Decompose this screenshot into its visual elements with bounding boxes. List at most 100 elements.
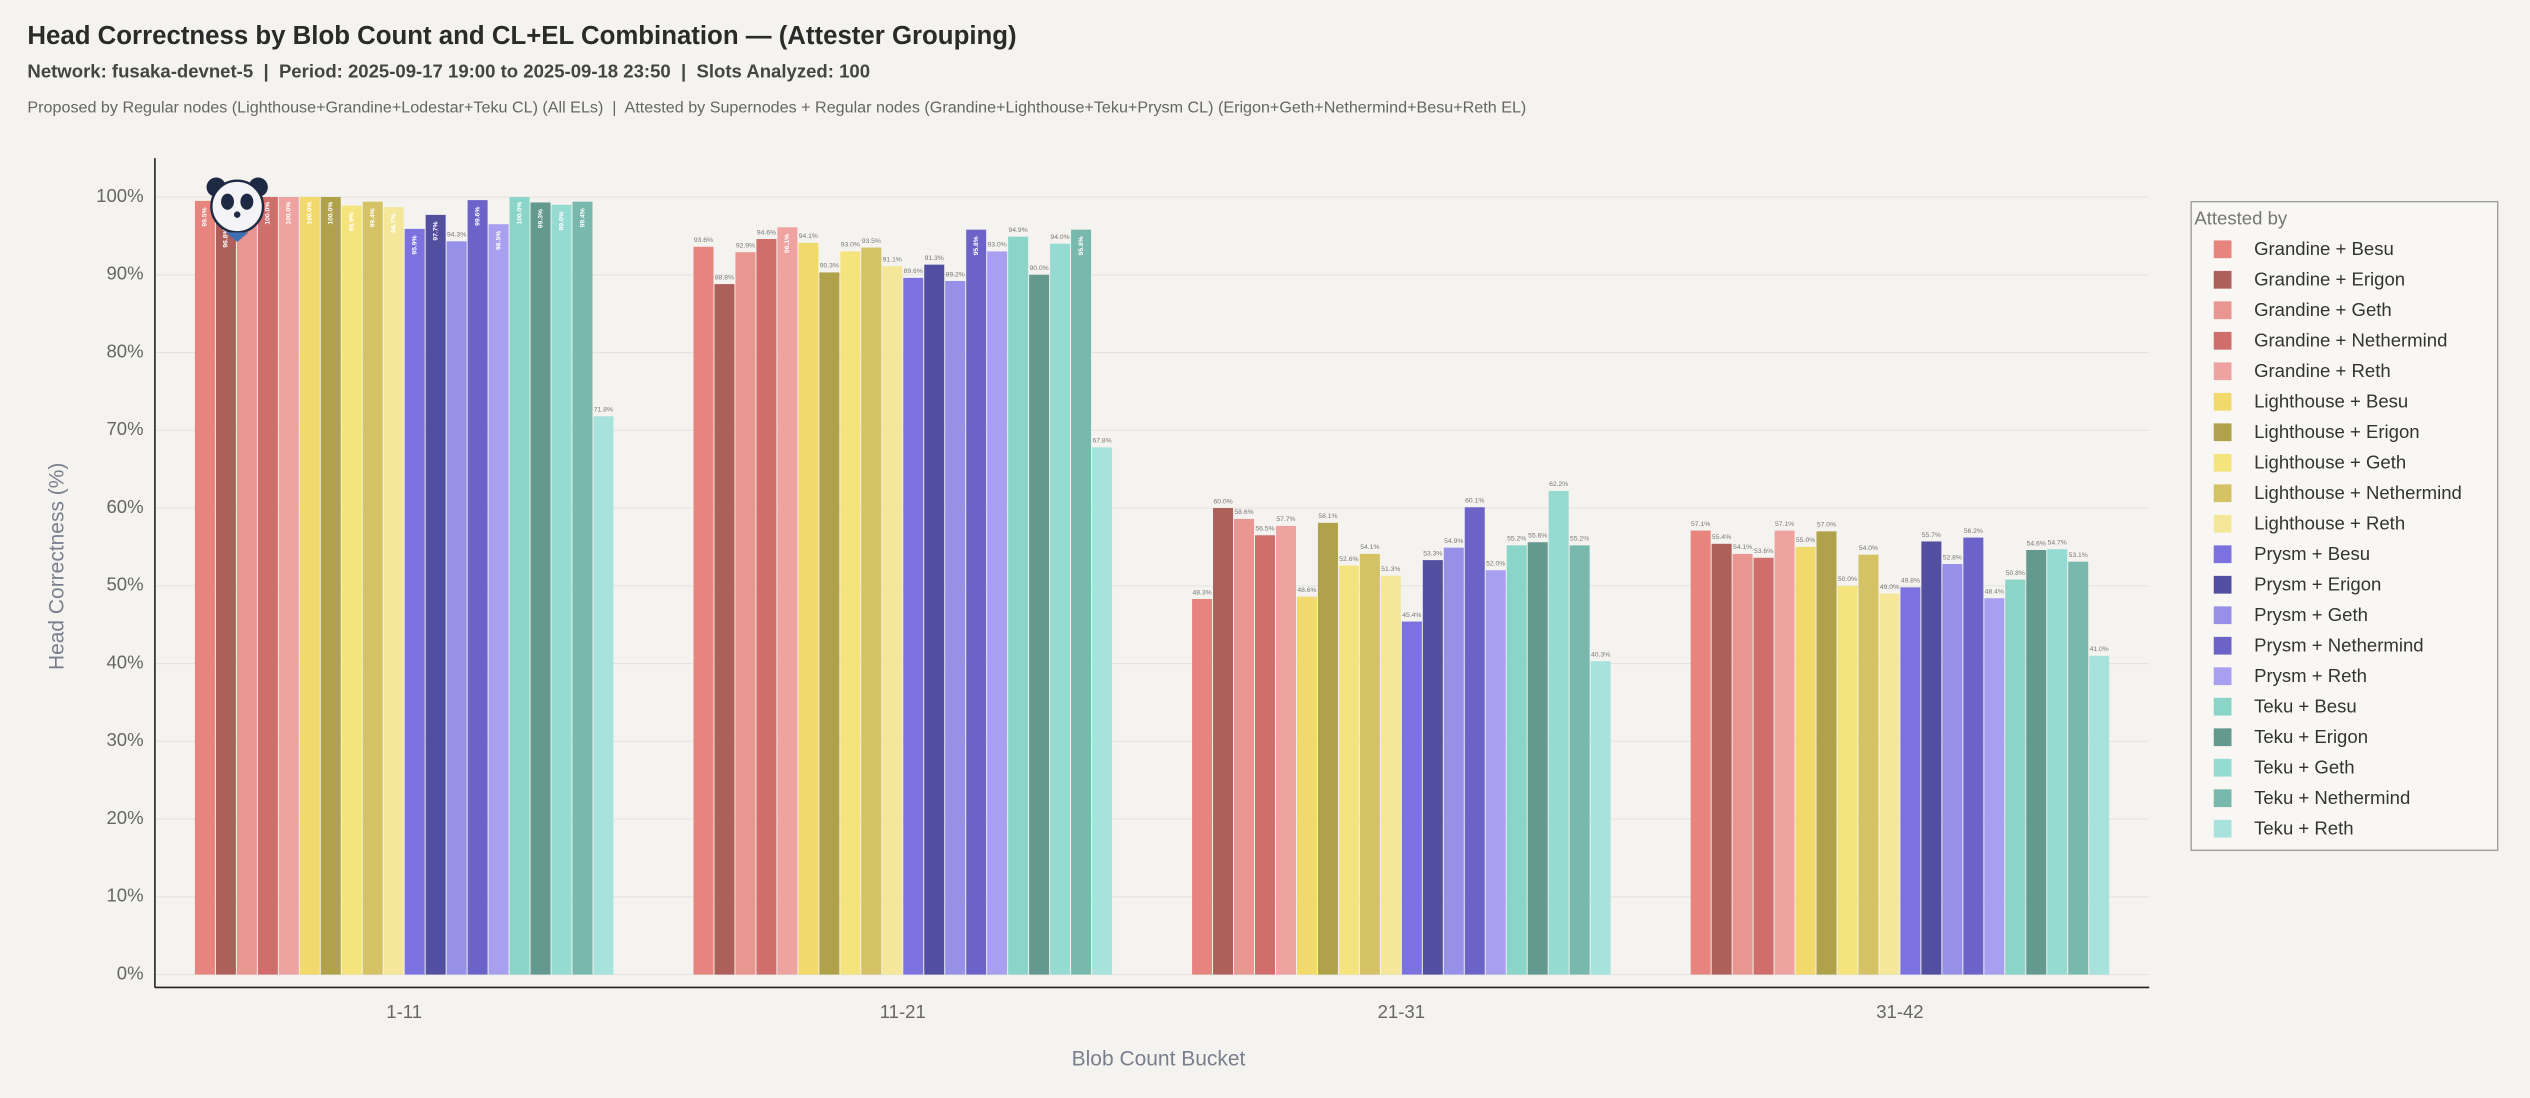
value-label: 56.2% — [1964, 528, 1983, 535]
value-label: 60.0% — [1213, 498, 1232, 505]
value-label: 94.1% — [799, 233, 818, 240]
bar — [2026, 550, 2047, 975]
value-label: 93.0% — [988, 242, 1007, 249]
bar — [819, 272, 840, 975]
bar — [1711, 543, 1732, 975]
bar — [194, 200, 215, 975]
value-label: 54.7% — [2048, 540, 2067, 547]
bar — [756, 238, 777, 975]
bar — [903, 277, 924, 975]
legend-swatch — [2213, 636, 2232, 655]
legend-swatch — [2213, 270, 2232, 289]
bar — [1401, 621, 1422, 975]
legend-swatch — [2213, 575, 2232, 594]
value-label: 60.1% — [1465, 498, 1484, 505]
value-label: 93.0% — [841, 242, 860, 249]
value-label: 52.6% — [1339, 556, 1358, 563]
bar — [341, 205, 362, 975]
bar — [1900, 587, 1921, 975]
bar — [467, 200, 488, 975]
legend-swatch — [2213, 423, 2232, 442]
legend-label: Lighthouse + Geth — [2254, 451, 2406, 472]
value-label: 99.4% — [579, 208, 586, 227]
bar — [551, 204, 572, 975]
legend-label: Lighthouse + Erigon — [2254, 421, 2420, 442]
bar — [530, 202, 551, 975]
value-label: 55.7% — [1922, 532, 1941, 539]
value-label: 50.0% — [1838, 576, 1857, 583]
bar — [1858, 554, 1879, 975]
bar — [945, 280, 966, 975]
chart-note: Proposed by Regular nodes (Lighthouse+Gr… — [27, 98, 1526, 116]
bar — [1464, 507, 1485, 975]
y-tick-label: 10% — [106, 885, 143, 906]
value-label: 67.8% — [1092, 438, 1111, 445]
value-label: 45.4% — [1402, 612, 1421, 619]
bar — [593, 416, 614, 975]
bar — [1590, 661, 1611, 975]
bar — [509, 197, 530, 975]
value-label: 55.4% — [1712, 534, 1731, 541]
bar — [1192, 599, 1213, 975]
bar — [404, 228, 425, 975]
legend-swatch — [2213, 728, 2232, 747]
x-tick-label: 1-11 — [386, 1001, 422, 1022]
value-label: 57.7% — [1276, 516, 1295, 523]
value-label: 54.1% — [1360, 544, 1379, 551]
value-label: 48.6% — [1297, 587, 1316, 594]
value-label: 53.3% — [1423, 550, 1442, 557]
value-label: 99.6% — [474, 207, 481, 226]
bar — [1213, 508, 1234, 975]
value-label: 40.3% — [1591, 652, 1610, 659]
logo — [206, 177, 268, 243]
bar — [1569, 545, 1590, 975]
y-tick-label: 0% — [117, 962, 144, 983]
value-label: 54.6% — [2027, 540, 2046, 547]
bar — [215, 221, 236, 975]
value-label: 93.5% — [862, 238, 881, 245]
legend-label: Prysm + Reth — [2254, 665, 2367, 686]
value-label: 54.9% — [1444, 538, 1463, 545]
y-tick-label: 30% — [106, 729, 143, 750]
value-label: 98.7% — [390, 214, 397, 233]
bar — [1837, 585, 1858, 975]
value-label: 91.1% — [883, 257, 902, 264]
legend-label: Teku + Erigon — [2254, 726, 2368, 747]
value-label: 55.6% — [1528, 533, 1547, 540]
value-label: 90.3% — [820, 263, 839, 270]
bar — [236, 204, 257, 975]
x-tick-label: 21-31 — [1378, 1001, 1425, 1022]
legend-swatch — [2213, 789, 2232, 808]
bar — [1317, 522, 1338, 975]
value-label: 89.2% — [946, 271, 965, 278]
legend-swatch — [2213, 331, 2232, 350]
legend-swatch — [2213, 819, 2232, 838]
value-label: 91.3% — [925, 255, 944, 262]
value-label: 51.3% — [1381, 566, 1400, 573]
bar — [1527, 542, 1548, 975]
value-label: 100.0% — [307, 202, 314, 225]
value-label: 97.7% — [432, 221, 439, 240]
legend-label: Prysm + Nethermind — [2254, 634, 2424, 655]
value-label: 53.6% — [1754, 548, 1773, 555]
value-label: 55.0% — [1796, 537, 1815, 544]
bar — [777, 227, 798, 975]
bar — [1234, 518, 1255, 975]
bar — [735, 252, 756, 975]
value-label: 96.1% — [784, 234, 791, 253]
legend-swatch — [2213, 697, 2232, 716]
value-label: 58.6% — [1234, 509, 1253, 516]
bar — [1443, 547, 1464, 975]
y-tick-label: 90% — [106, 263, 143, 284]
bar — [572, 201, 593, 975]
value-label: 88.8% — [715, 274, 734, 281]
value-label: 56.5% — [1255, 526, 1274, 533]
value-label: 90.0% — [1030, 265, 1049, 272]
legend-swatch — [2213, 484, 2232, 503]
value-label: 52.0% — [1486, 561, 1505, 568]
legend-swatch — [2213, 240, 2232, 259]
bar — [840, 251, 861, 975]
legend-label: Teku + Reth — [2254, 817, 2354, 838]
bar — [299, 197, 320, 975]
